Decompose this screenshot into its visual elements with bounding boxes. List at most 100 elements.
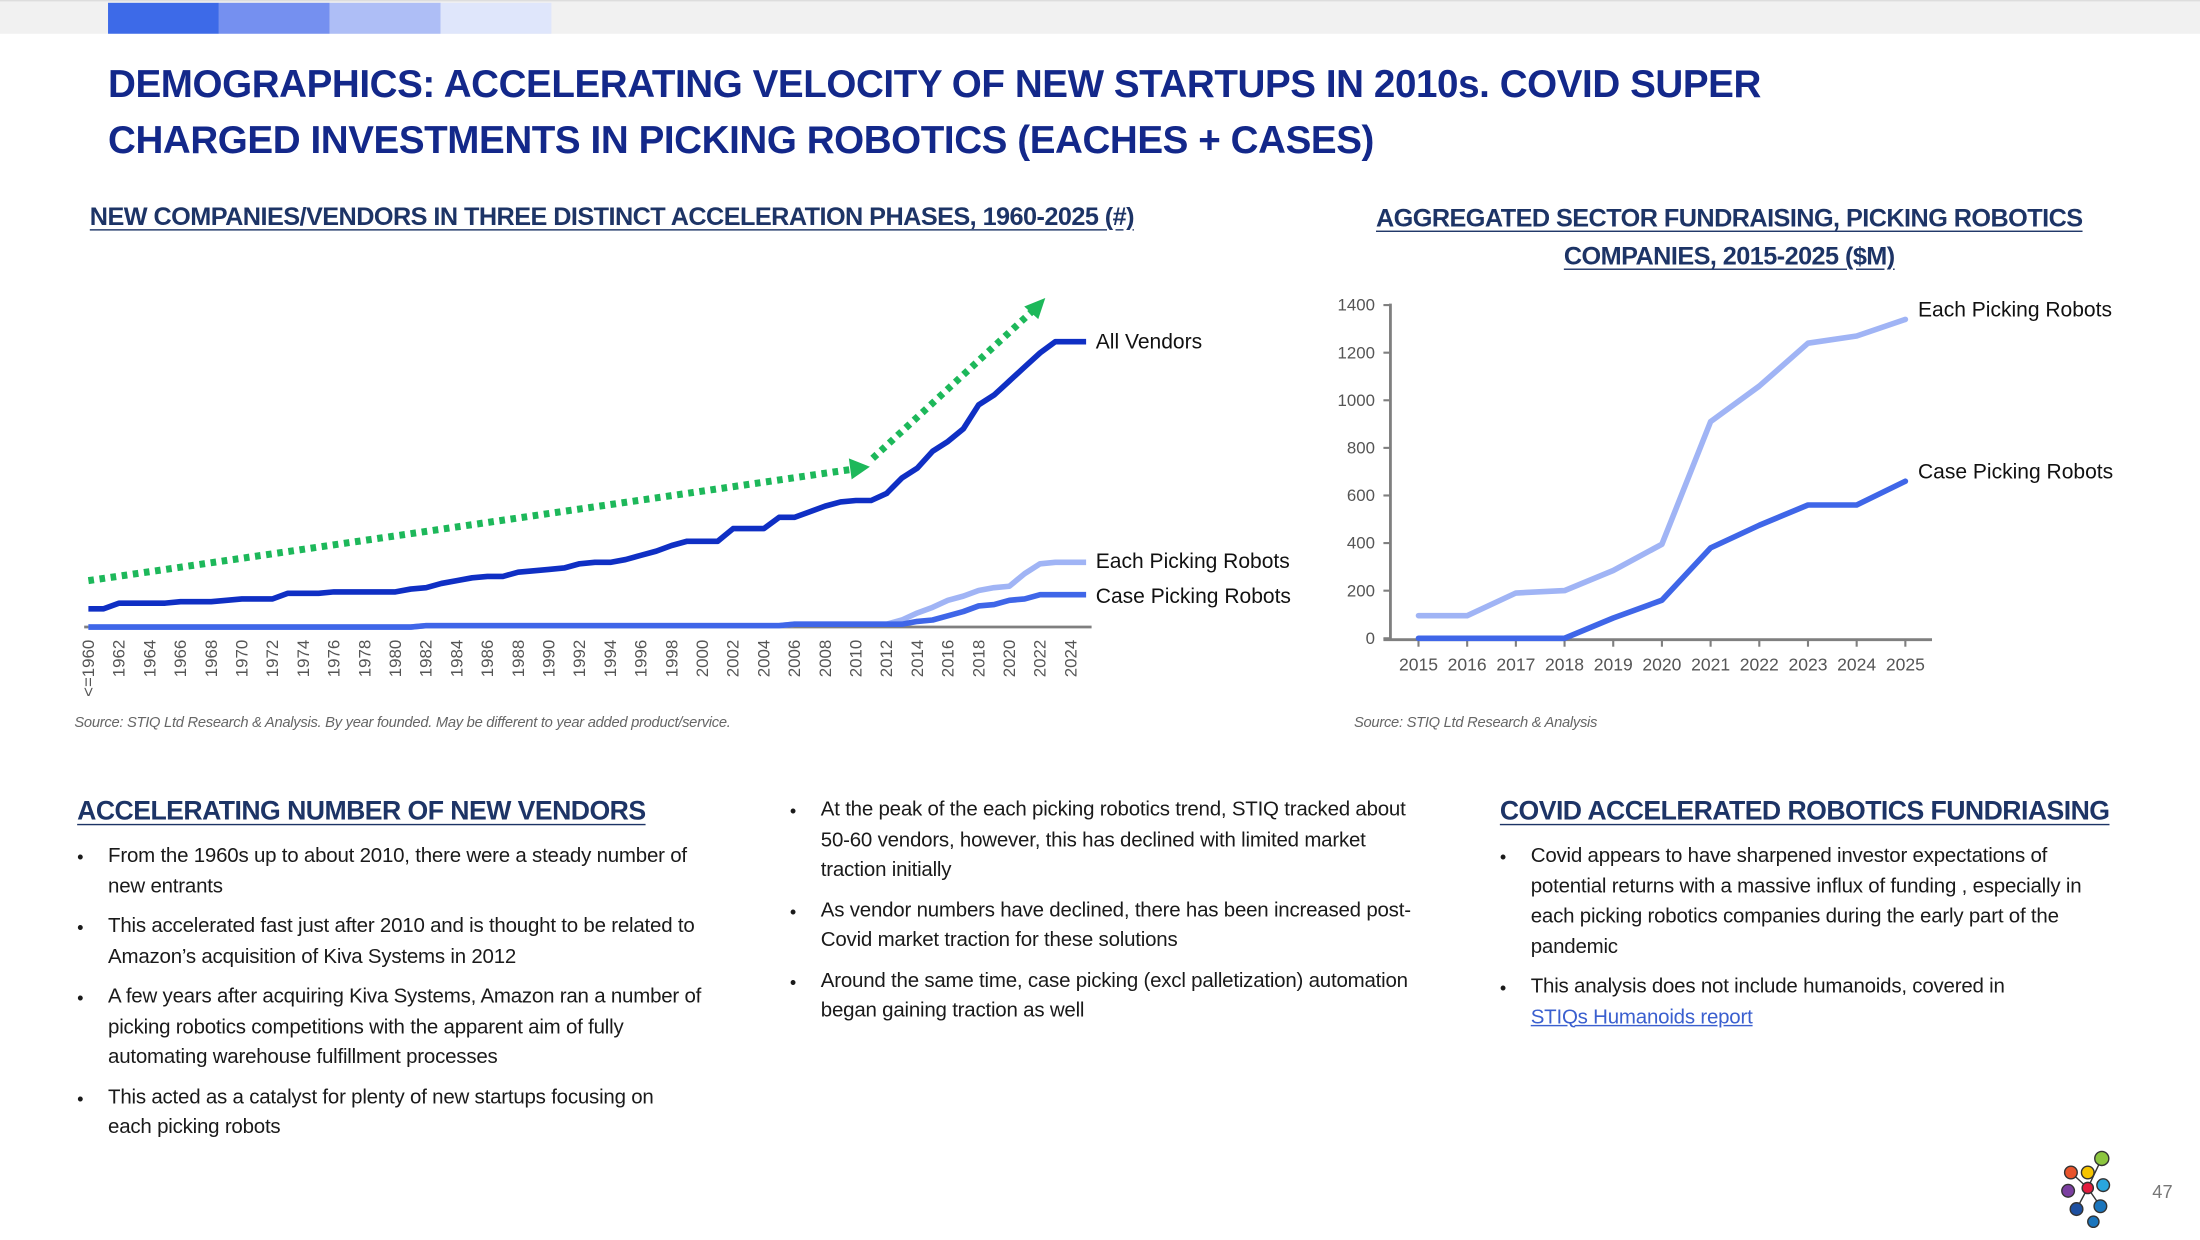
x-tick-label: 2006 <box>785 640 804 678</box>
series-line-case-picking-robots <box>88 591 1087 630</box>
right-section-heading: COVID ACCELERATED ROBOTICS FUNDRIASING <box>1499 797 2110 827</box>
middle-section-bullets: At the peak of the each picking robotics… <box>790 796 1421 1037</box>
x-tick-label: 2024 <box>1837 655 1876 675</box>
series-line-each-picking-robots <box>1415 316 1909 619</box>
x-tick-label: 2020 <box>1642 655 1681 675</box>
x-tick-label: 1968 <box>202 640 221 678</box>
x-tick-label: 1986 <box>478 640 497 678</box>
x-tick-label: 1988 <box>509 640 528 678</box>
x-tick-label: 2023 <box>1788 655 1827 675</box>
x-tick-label: 1974 <box>294 640 313 678</box>
x-tick-label: 2016 <box>939 640 958 678</box>
x-tick-label: 1970 <box>233 640 252 678</box>
bullet: From the 1960s up to about 2010, there w… <box>77 842 701 902</box>
x-tick-label: 2017 <box>1496 655 1535 675</box>
trend-line-phase-1 <box>87 466 851 585</box>
y-tick-label: 1400 <box>1338 296 1375 315</box>
x-tick-label: <=1960 <box>79 640 98 697</box>
series-label: All Vendors <box>1096 331 1202 354</box>
x-tick-label: 2024 <box>1061 640 1080 678</box>
x-tick-label: 1994 <box>601 640 620 678</box>
series-line-all-vendors <box>88 338 1087 612</box>
humanoids-report-link[interactable]: STIQs Humanoids report <box>1530 1005 1753 1029</box>
y-tick-label: 1200 <box>1338 343 1375 362</box>
x-tick-label: 1990 <box>540 640 559 678</box>
series-label: Each Picking Robots <box>1918 299 2112 322</box>
x-tick-label: 2008 <box>816 640 835 678</box>
bullet: As vendor numbers have declined, there h… <box>790 896 1421 956</box>
arrowhead-icon <box>848 458 870 480</box>
x-tick-label: 1982 <box>417 640 436 678</box>
x-tick-label: 2015 <box>1399 655 1438 675</box>
y-tick-label: 200 <box>1347 581 1375 600</box>
bullet: Covid appears to have sharpened investor… <box>1500 842 2124 963</box>
x-tick-label: 1992 <box>570 640 589 678</box>
y-tick-label: 600 <box>1347 486 1375 505</box>
x-tick-label: 1976 <box>325 640 344 678</box>
x-tick-label: 2025 <box>1886 655 1925 675</box>
x-tick-label: 2020 <box>1000 640 1019 678</box>
x-tick-label: 2018 <box>969 640 988 678</box>
bullet: At the peak of the each picking robotics… <box>790 796 1421 887</box>
right-section-bullets: Covid appears to have sharpened investor… <box>1500 842 2124 1043</box>
bullet-text: This analysis does not include humanoids… <box>1530 975 2005 999</box>
y-tick-label: 400 <box>1347 534 1375 553</box>
left-chart-source: Source: STIQ Ltd Research & Analysis. By… <box>74 714 731 732</box>
x-tick-label: 1978 <box>355 640 374 678</box>
slide-title: DEMOGRAPHICS: ACCELERATING VELOCITY OF N… <box>108 61 1761 162</box>
strip-segment <box>329 2 441 34</box>
x-tick-label: 1998 <box>662 640 681 678</box>
x-tick-label: 2000 <box>693 640 712 678</box>
x-tick-label: 1996 <box>632 640 651 678</box>
series-label: Case Picking Robots <box>1096 585 1291 608</box>
bullet: This analysis does not include humanoids… <box>1500 973 2124 1033</box>
left-section-heading: ACCELERATING NUMBER OF NEW VENDORS <box>77 797 646 827</box>
strip-segment <box>108 2 219 34</box>
logo-icon <box>2061 1150 2111 1229</box>
x-tick-label: 2010 <box>846 640 865 678</box>
x-tick-label: 1972 <box>263 640 282 678</box>
y-tick-label: 1000 <box>1338 391 1375 410</box>
trend-line-phase-2 <box>870 309 1034 461</box>
series-label: Each Picking Robots <box>1096 550 1290 573</box>
bullet: Around the same time, case picking (excl… <box>790 967 1421 1027</box>
bullet: This accelerated fast just after 2010 an… <box>77 912 701 972</box>
arrowhead-icon <box>1024 298 1046 320</box>
vendors-chart: <=1960 1962 1964 1966 1968 1970 1972 1974 1976 19… <box>79 298 1291 697</box>
page-number: 47 <box>2152 1180 2173 1203</box>
fundraising-chart: 0 200 400 600 800 1000 1200 1400 2015 2016 2017 201… <box>1338 296 2114 675</box>
x-tick-label: 2014 <box>908 640 927 678</box>
strip-segment <box>440 2 552 34</box>
x-tick-label: 1984 <box>447 640 466 678</box>
y-tick-label: 0 <box>1366 629 1375 648</box>
progress-strip <box>0 0 2200 34</box>
x-tick-label: 2022 <box>1740 655 1779 675</box>
x-tick-label: 2021 <box>1691 655 1730 675</box>
bullet: A few years after acquiring Kiva Systems… <box>77 983 701 1074</box>
series-label: Case Picking Robots <box>1918 460 2113 483</box>
right-chart-title-line: AGGREGATED SECTOR FUNDRAISING, PICKING R… <box>1376 203 2083 232</box>
x-tick-label: 2004 <box>754 640 773 678</box>
strip-segment <box>218 2 330 34</box>
left-section-bullets: From the 1960s up to about 2010, there w… <box>77 842 701 1153</box>
x-tick-label: 2022 <box>1031 640 1050 678</box>
series-line-case-picking-robots <box>1415 478 1909 642</box>
x-tick-label: 1980 <box>386 640 405 678</box>
y-tick-label: 800 <box>1347 438 1375 457</box>
x-tick-label: 2002 <box>724 640 743 678</box>
trend-arrow <box>87 298 1046 585</box>
x-tick-label: 2019 <box>1594 655 1633 675</box>
x-tick-label: 2016 <box>1448 655 1487 675</box>
right-chart-source: Source: STIQ Ltd Research & Analysis <box>1353 714 1598 732</box>
x-tick-label: 1962 <box>110 640 129 678</box>
right-chart-title-line: COMPANIES, 2015-2025 ($M) <box>1563 241 1895 270</box>
right-chart-title: AGGREGATED SECTOR FUNDRAISING, PICKING R… <box>1319 200 2140 276</box>
x-tick-label: 2012 <box>877 640 896 678</box>
bullet: This acted as a catalyst for plenty of n… <box>77 1083 701 1143</box>
x-tick-label: 2018 <box>1545 655 1584 675</box>
left-chart-title: NEW COMPANIES/VENDORS IN THREE DISTINCT … <box>89 202 1135 231</box>
x-tick-label: 1966 <box>171 640 190 678</box>
x-tick-label: 1964 <box>140 640 159 678</box>
